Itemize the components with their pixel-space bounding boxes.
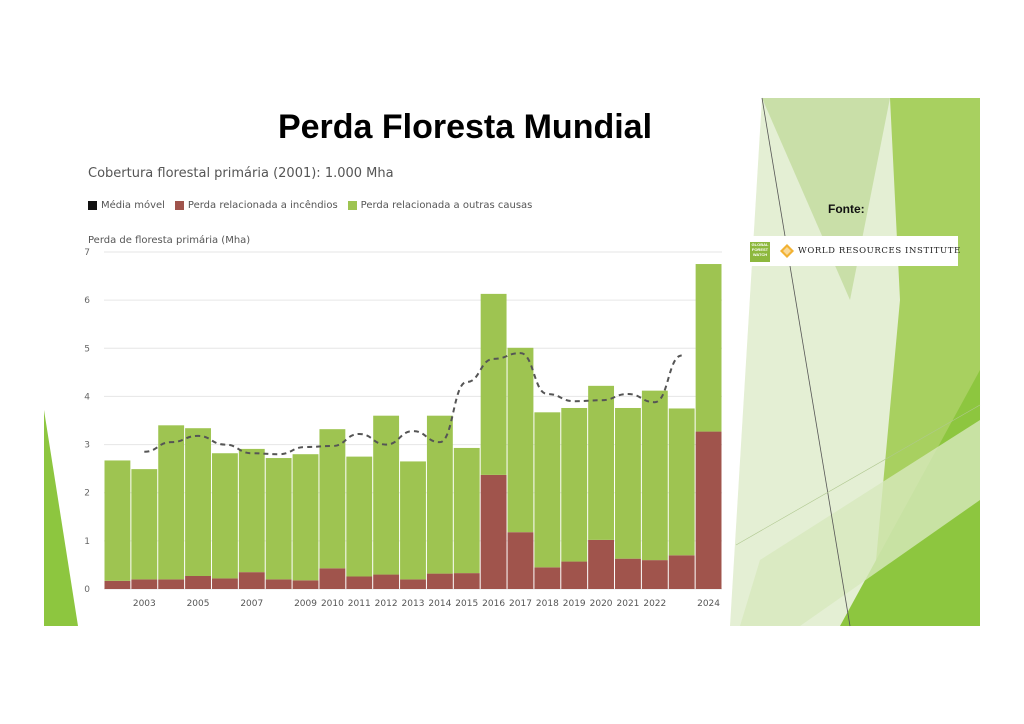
bar-fire-2014 — [426, 573, 453, 589]
source-label: Fonte: — [828, 202, 865, 216]
bar-other-2008 — [265, 458, 292, 580]
bar-fire-2008 — [265, 579, 292, 589]
legend-swatch-fire — [174, 201, 184, 210]
bar-other-2020 — [588, 385, 615, 540]
y-tick-label-2: 2 — [84, 489, 90, 499]
bar-fire-2023 — [668, 555, 695, 589]
x-tick-label-2012: 2012 — [375, 599, 398, 609]
y-tick-label-3: 3 — [84, 441, 90, 451]
x-tick-label-2018: 2018 — [536, 599, 559, 609]
bar-fire-2022 — [641, 560, 668, 589]
wri-logo-text: WORLD RESOURCES INSTITUTE — [798, 246, 961, 256]
legend-label-other: Perda relacionada a outras causas — [360, 200, 533, 211]
slide-title: Perda Floresta Mundial — [277, 108, 653, 146]
bar-fire-2007 — [238, 572, 265, 589]
source-logos: GLOBAL FOREST WATCH WORLD RESOURCES INST… — [746, 236, 961, 266]
y-tick-label-4: 4 — [84, 392, 90, 402]
wri-logo-icon — [780, 244, 794, 258]
bar-other-2009 — [292, 454, 319, 581]
bar-fire-2019 — [561, 561, 588, 589]
legend-item-other: Perda relacionada a outras causas — [347, 200, 533, 211]
gfw-logo-text: GLOBAL FOREST WATCH — [751, 242, 769, 257]
x-tick-label-2022: 2022 — [643, 599, 666, 609]
x-tick-label-2024: 2024 — [697, 599, 720, 609]
y-tick-label-7: 7 — [84, 248, 90, 258]
x-tick-label-2003: 2003 — [133, 599, 156, 609]
y-tick-label-0: 0 — [84, 585, 90, 595]
bar-fire-2013 — [400, 579, 426, 589]
bar-fire-2016 — [480, 474, 507, 589]
moving-average-line — [144, 352, 683, 456]
bar-fire-2005 — [185, 576, 211, 589]
bar-fire-2021 — [615, 558, 641, 589]
bar-fire-2006 — [211, 578, 238, 589]
x-tick-label-2020: 2020 — [590, 599, 613, 609]
right-thin-line — [735, 404, 981, 546]
bar-fire-2004 — [158, 579, 185, 589]
x-tick-label-2007: 2007 — [240, 599, 263, 609]
left-green-triangle — [44, 410, 78, 626]
x-tick-label-2005: 2005 — [187, 599, 210, 609]
bar-fire-2020 — [588, 539, 615, 589]
x-tick-label-2015: 2015 — [455, 599, 478, 609]
y-tick-label-5: 5 — [84, 344, 90, 354]
chart-legend: Média móvel Perda relacionada a incêndio… — [88, 200, 536, 211]
bar-fire-2010 — [319, 568, 346, 589]
legend-item-fire: Perda relacionada a incêndios — [174, 200, 338, 211]
x-tick-label-2013: 2013 — [402, 599, 425, 609]
bar-other-2019 — [561, 407, 588, 562]
bar-other-2003 — [131, 469, 158, 580]
y-tick-label-1: 1 — [84, 537, 90, 547]
right-divider-line — [761, 97, 851, 627]
legend-swatch-other — [347, 201, 357, 210]
chart-subtitle: Cobertura florestal primária (2001): 1.0… — [88, 166, 394, 181]
bar-fire-2011 — [346, 576, 373, 589]
right-shape-4 — [740, 420, 980, 626]
bar-fire-2012 — [373, 574, 400, 589]
bar-fire-2009 — [292, 580, 319, 589]
bar-other-2005 — [185, 428, 211, 577]
legend-label-fire: Perda relacionada a incêndios — [187, 200, 338, 211]
forest-loss-chart: 0 1 2 3 4 5 6 7 2003 2005 2007 2009 2010 2011 2012 2013… — [84, 248, 722, 609]
y-tick-label-6: 6 — [84, 296, 90, 306]
bar-other-2016 — [480, 293, 507, 475]
bar-other-2018 — [534, 412, 561, 568]
bar-other-2006 — [211, 453, 238, 579]
legend-swatch-moving-average — [88, 201, 97, 210]
x-tick-label-2010: 2010 — [321, 599, 344, 609]
bar-other-2010 — [319, 429, 346, 569]
bar-other-2004 — [158, 425, 185, 580]
bar-fire-2017 — [507, 532, 534, 589]
bar-other-2024 — [695, 264, 722, 432]
bar-other-2013 — [400, 461, 426, 580]
bar-other-2023 — [668, 408, 695, 556]
x-tick-label-2017: 2017 — [509, 599, 532, 609]
gfw-logo: GLOBAL FOREST WATCH — [750, 242, 770, 262]
bar-fire-2003 — [131, 579, 158, 589]
bar-other-2012 — [373, 415, 400, 575]
x-tick-label-2021: 2021 — [617, 599, 640, 609]
bar-other-2017 — [507, 347, 534, 533]
bar-other-2015 — [453, 447, 480, 574]
x-tick-label-2014: 2014 — [428, 599, 451, 609]
legend-item-moving-average: Média móvel — [88, 200, 165, 211]
bar-fire-2018 — [534, 567, 561, 589]
bar-other-2021 — [615, 407, 641, 559]
bar-fire-2015 — [453, 573, 480, 589]
y-axis-label: Perda de floresta primária (Mha) — [88, 235, 251, 246]
x-tick-label-2011: 2011 — [348, 599, 371, 609]
bar-fire-2024 — [695, 431, 722, 589]
bar-fire-2002 — [104, 580, 131, 589]
bar-other-2022 — [641, 390, 668, 561]
x-tick-label-2019: 2019 — [563, 599, 586, 609]
x-tick-label-2009: 2009 — [294, 599, 317, 609]
x-tick-label-2016: 2016 — [482, 599, 505, 609]
legend-label-moving-average: Média móvel — [101, 200, 165, 211]
bar-other-2011 — [346, 456, 373, 577]
bar-other-2002 — [104, 460, 131, 581]
bar-other-2007 — [238, 448, 265, 573]
